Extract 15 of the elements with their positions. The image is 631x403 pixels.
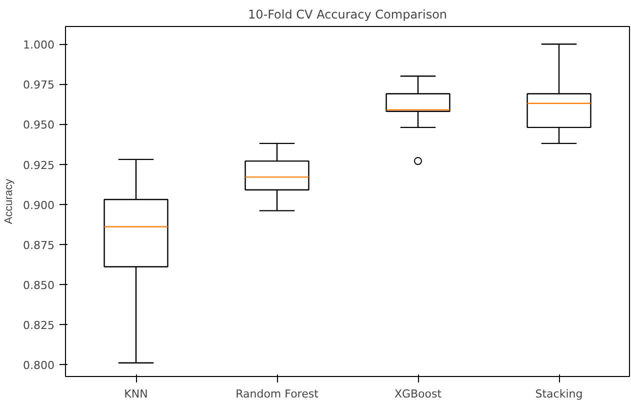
y-tick-label: 0.975 — [23, 78, 55, 92]
y-tick-label: 0.800 — [23, 358, 55, 372]
x-tick-label: Random Forest — [236, 388, 320, 400]
y-tick-label: 0.925 — [23, 158, 55, 172]
chart-title: 10-Fold CV Accuracy Comparison — [248, 8, 448, 22]
y-tick-label: 0.950 — [23, 118, 55, 132]
y-axis-title: Accuracy — [3, 178, 16, 224]
y-tick-label: 0.825 — [23, 318, 55, 332]
y-tick-label: 0.900 — [23, 198, 55, 212]
y-tick-label: 0.875 — [23, 238, 55, 252]
x-tick-label: Stacking — [535, 388, 583, 400]
y-tick-label: 1.000 — [23, 38, 55, 52]
y-tick-label: 0.850 — [23, 278, 55, 292]
x-tick-label: KNN — [124, 388, 148, 400]
x-tick-label: XGBoost — [394, 388, 442, 400]
